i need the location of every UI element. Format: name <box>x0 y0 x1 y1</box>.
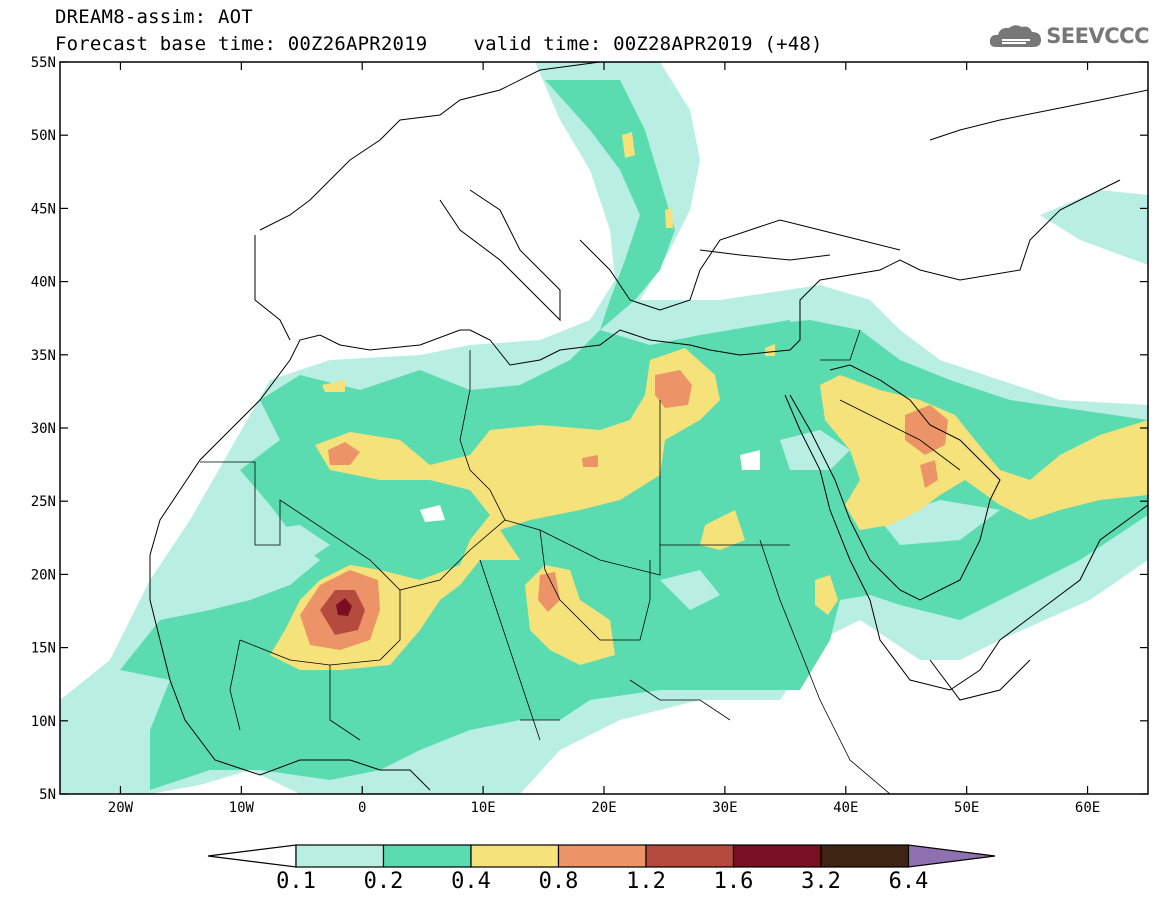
colorbar-label: 3.2 <box>801 869 841 894</box>
cloud-icon <box>990 25 1042 47</box>
colorbar-label: 1.6 <box>713 869 754 894</box>
colorbar-label: 6.4 <box>888 869 929 894</box>
lat-label: 25N <box>31 494 56 510</box>
forecast-times: Forecast base time: 00Z26APR2019 valid ti… <box>55 33 823 55</box>
lat-label: 50N <box>31 128 56 144</box>
lon-label: 20W <box>108 800 134 816</box>
lon-label: 40E <box>833 800 858 816</box>
longitude-axis: 20W 10W 0 10E 20E 30E 40E 50E 60E <box>108 62 1100 816</box>
country-borders <box>200 329 961 794</box>
valid-time: valid time: 00Z28APR2019 (+48) <box>473 33 823 55</box>
aot-field <box>60 62 1148 794</box>
coastlines <box>149 62 1148 791</box>
lon-label: 0 <box>358 800 366 816</box>
colorbar-segment <box>732 844 822 868</box>
lon-label: 30E <box>712 800 737 816</box>
lat-label: 55N <box>31 55 56 71</box>
logo-text: SEEVCCC <box>1046 24 1149 48</box>
aot-level-1-6 <box>336 598 352 616</box>
colorbar-label: 0.8 <box>538 869 579 894</box>
colorbar-label: 1.2 <box>626 869 666 894</box>
colorbar-segment <box>820 844 910 868</box>
lat-label: 15N <box>31 641 56 657</box>
lon-label: 60E <box>1075 800 1100 816</box>
lon-label: 50E <box>954 800 979 816</box>
colorbar-label: 0.1 <box>276 869 316 894</box>
colorbar-segment <box>295 844 385 868</box>
map-title: DREAM8-assim: AOT <box>55 6 253 28</box>
colorbar <box>207 844 996 868</box>
lon-label: 20E <box>591 800 616 816</box>
lat-label: 45N <box>31 201 56 217</box>
lat-label: 35N <box>31 348 56 364</box>
aot-holes <box>175 430 1000 610</box>
colorbar-segment <box>645 844 735 868</box>
lat-label: 30N <box>31 421 56 437</box>
lat-label: 10N <box>31 714 56 730</box>
latitude-axis: 55N 50N 45N 40N 35N 30N 25N 20N 15N 10N 5N <box>31 55 1148 803</box>
lat-label: 5N <box>39 787 56 803</box>
lon-label: 10W <box>229 800 255 816</box>
lat-label: 40N <box>31 275 56 291</box>
colorbar-segment <box>382 844 472 868</box>
base-time: Forecast base time: 00Z26APR2019 <box>55 33 428 55</box>
colorbar-segment <box>470 844 560 868</box>
colorbar-label: 0.4 <box>451 869 491 894</box>
seevccc-logo: SEEVCCC <box>988 22 1149 50</box>
colorbar-low-arrow <box>207 844 297 868</box>
colorbar-high-arrow <box>907 844 996 868</box>
lon-label: 10E <box>470 800 495 816</box>
colorbar-label: 0.2 <box>363 869 404 894</box>
aot-clear-areas <box>420 450 760 522</box>
colorbar-segment <box>557 844 647 868</box>
lat-label: 20N <box>31 567 56 583</box>
